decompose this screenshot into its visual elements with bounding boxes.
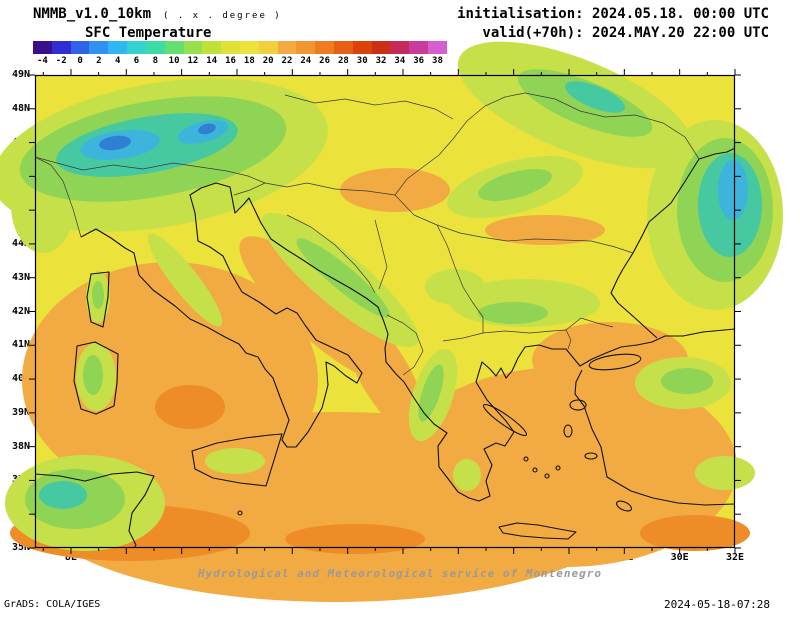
colorbar-label: 16 <box>225 56 236 66</box>
colorbar-segment <box>164 41 184 54</box>
lat-label: 44N <box>11 237 30 249</box>
lat-label: 38N <box>11 440 30 452</box>
lat-label: 49N <box>11 69 30 80</box>
colorbar-label: 30 <box>356 56 368 66</box>
colorbar-segment <box>352 41 372 54</box>
colorbar-label: 2 <box>96 56 102 66</box>
coastlines <box>34 147 736 549</box>
colorbar-segment <box>51 41 71 54</box>
lon-label: 8E <box>64 552 77 563</box>
country-borders <box>34 92 700 376</box>
colorbar-segment <box>89 41 109 54</box>
colorbar-label: 32 <box>375 56 387 66</box>
colorbar-segment <box>70 41 90 54</box>
colorbar-segment <box>277 41 297 54</box>
lat-label: 35N <box>11 542 30 553</box>
temperature-map <box>0 41 783 602</box>
colorbar-label: 38 <box>432 56 443 66</box>
attribution-text: Hydrological and Meteorological service … <box>198 567 602 580</box>
axis-ticks <box>29 69 741 554</box>
colorbar-label: 0 <box>77 56 83 66</box>
colorbar-label: 18 <box>243 56 255 66</box>
colorbar-segment <box>258 41 278 54</box>
colorbar-label: 22 <box>281 56 293 66</box>
initialisation-time: initialisation: 2024.05.18. 00:00 UTC <box>457 6 769 22</box>
colorbar-segment <box>428 41 447 54</box>
map-area <box>0 41 783 602</box>
colorbar-segment <box>409 41 429 54</box>
colorbar-label: 26 <box>319 56 331 66</box>
colorbar-label: 10 <box>168 56 180 66</box>
colorbar-segment <box>127 41 146 54</box>
lat-label: 42N <box>11 305 30 317</box>
creation-timestamp: 2024-05-18-07:28 <box>664 598 770 611</box>
lat-label: 39N <box>11 406 30 418</box>
lat-label: 48N <box>11 102 30 114</box>
colorbar-segment <box>221 41 240 54</box>
model-name: NMMB_v1.0_10km <box>33 6 152 22</box>
colorbar-label: 34 <box>394 56 406 66</box>
colorbar-segment <box>371 41 391 54</box>
colorbar-segment <box>239 41 259 54</box>
lat-label: 41N <box>11 339 30 351</box>
lon-label: 30E <box>670 552 689 563</box>
colorbar-label: -4 <box>36 56 48 66</box>
colorbar-segment <box>183 41 203 54</box>
product-title: SFC Temperature <box>85 25 212 41</box>
colorbar-label: 20 <box>262 56 274 66</box>
colorbar-label: 8 <box>152 56 158 66</box>
temperature-colorbar <box>33 41 447 54</box>
colorbar-label: 36 <box>413 56 425 66</box>
colorbar-label: 24 <box>300 56 312 66</box>
colorbar-label: -2 <box>55 56 67 66</box>
lon-label: 32E <box>725 552 745 563</box>
colorbar-label: 28 <box>337 56 349 66</box>
lat-label: 43N <box>11 271 30 283</box>
colorbar-segment <box>315 41 334 54</box>
colorbar-label: 4 <box>114 56 121 66</box>
colorbar-segment <box>390 41 410 54</box>
colorbar-label: 6 <box>133 56 140 66</box>
valid-time: valid(+70h): 2024.MAY.20 22:00 UTC <box>482 25 769 41</box>
lat-label: 40N <box>11 373 30 385</box>
grads-credit: GrADS: COLA/IGES <box>4 599 101 610</box>
colorbar-segment <box>334 41 353 54</box>
colorbar-segment <box>202 41 222 54</box>
colorbar-segment <box>145 41 165 54</box>
colorbar-label: 14 <box>206 56 218 66</box>
colorbar-segment <box>108 41 128 54</box>
colorbar-labels: -4 -2 0 2 4 6 8 10 12 14 16 18 20 22 24 26 28 30 32 34 36 38 <box>33 56 447 66</box>
map-frame <box>34 74 736 549</box>
temperature-field <box>0 41 783 602</box>
colorbar-segment <box>296 41 316 54</box>
colorbar-label: 12 <box>187 56 199 66</box>
colorbar-segment <box>33 41 52 54</box>
resolution-note: ( . x . degree ) <box>163 11 282 21</box>
